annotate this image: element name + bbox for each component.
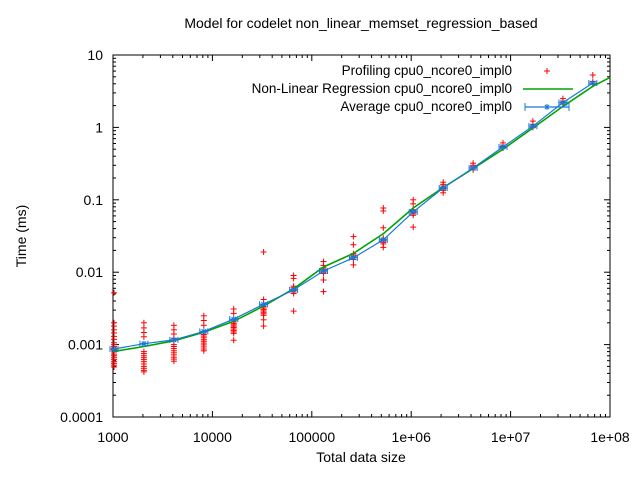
legend-label-average: Average cpu0_ncore0_impl0 — [340, 99, 512, 114]
svg-text:1: 1 — [95, 119, 103, 135]
svg-text:1e+08: 1e+08 — [590, 429, 630, 445]
svg-text:1e+07: 1e+07 — [491, 429, 531, 445]
x-axis-title: Total data size — [316, 449, 406, 465]
plot-border — [112, 54, 611, 418]
legend-samples — [523, 68, 573, 111]
series-regression — [112, 76, 611, 353]
svg-text:1000: 1000 — [97, 429, 128, 445]
svg-text:1e+06: 1e+06 — [392, 429, 432, 445]
y-tick-labels: 10 1 0.1 0.01 0.001 0.0001 — [60, 47, 103, 425]
legend: Profiling cpu0_ncore0_impl0 Non-Linear R… — [252, 62, 512, 116]
legend-item-regression: Non-Linear Regression cpu0_ncore0_impl0 — [252, 80, 512, 98]
legend-item-average: Average cpu0_ncore0_impl0 — [252, 98, 512, 116]
series-average — [109, 80, 598, 352]
legend-label-regression: Non-Linear Regression cpu0_ncore0_impl0 — [251, 81, 512, 96]
legend-label-profiling: Profiling cpu0_ncore0_impl0 — [341, 63, 512, 78]
svg-text:10000: 10000 — [193, 429, 232, 445]
svg-text:10: 10 — [87, 47, 103, 63]
svg-text:0.0001: 0.0001 — [60, 409, 103, 425]
svg-text:0.1: 0.1 — [84, 192, 104, 208]
svg-text:100000: 100000 — [288, 429, 335, 445]
x-tick-labels: 1000 10000 100000 1e+06 1e+07 1e+08 — [97, 429, 629, 445]
legend-item-profiling: Profiling cpu0_ncore0_impl0 — [252, 62, 512, 80]
series-profiling — [111, 72, 596, 375]
svg-text:0.01: 0.01 — [76, 264, 103, 280]
svg-text:0.001: 0.001 — [68, 337, 103, 353]
chart-title: Model for codelet non_linear_memset_regr… — [184, 15, 538, 31]
